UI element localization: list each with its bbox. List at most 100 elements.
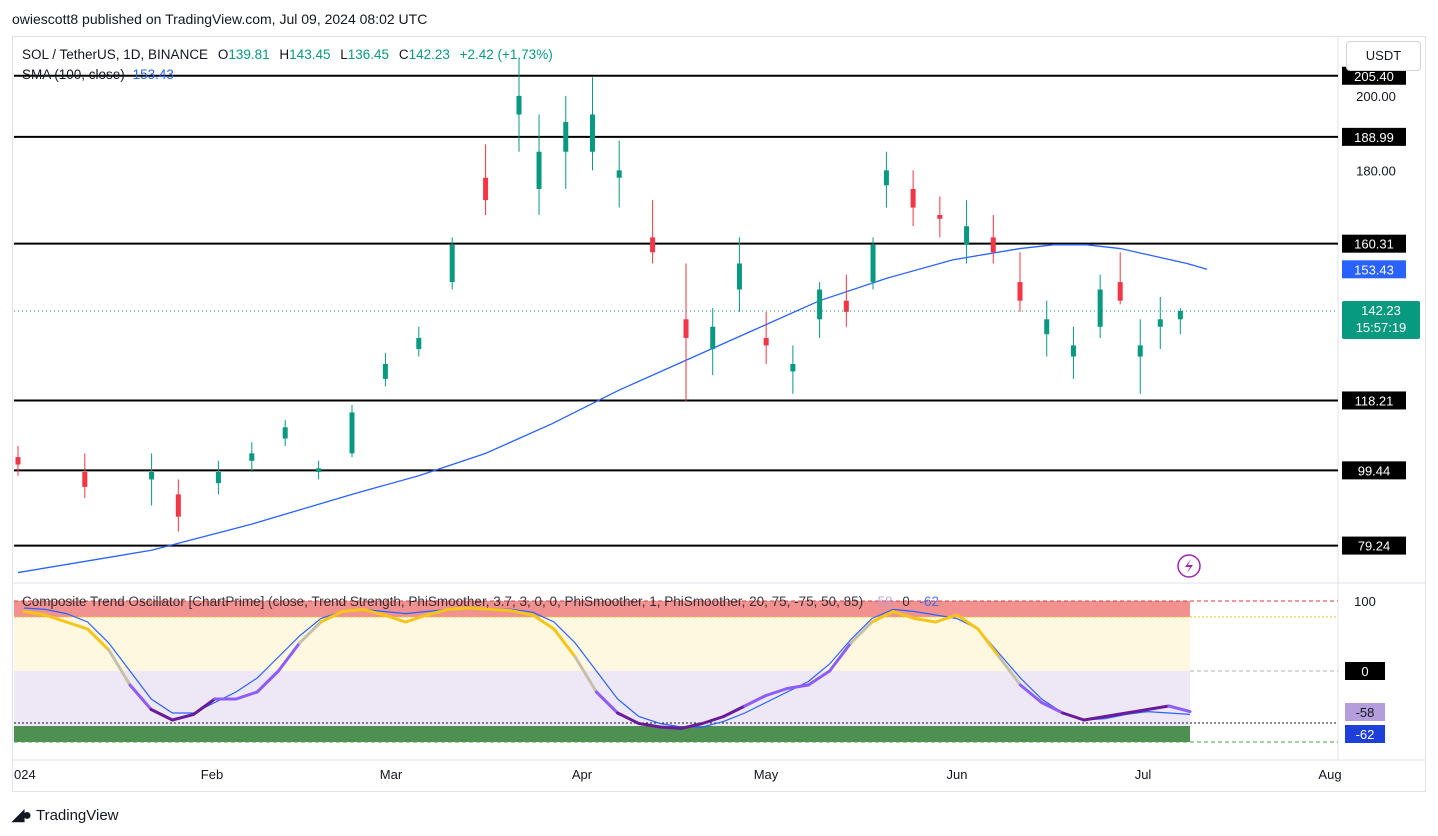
candle-body: [843, 300, 849, 312]
osc-fast-segment: [891, 610, 916, 620]
candle: [1017, 252, 1023, 312]
osc-fast-segment: [425, 607, 450, 617]
candle: [763, 311, 769, 364]
osc-fast-segment: [806, 669, 832, 687]
candle-body: [1177, 311, 1183, 320]
level-label-bg: [1342, 127, 1406, 146]
candle: [843, 274, 849, 327]
osc-fast-segment: [764, 687, 789, 697]
candle: [149, 453, 155, 506]
osc-fast-segment: [552, 627, 577, 659]
candle-body: [763, 337, 769, 346]
candle-body: [1117, 282, 1123, 301]
osc-fast-segment: [382, 613, 408, 624]
level-label: 99.44: [1342, 461, 1406, 480]
osc-fast-segment: [319, 610, 344, 624]
low-value: 136.45: [347, 47, 390, 62]
level-label: 188.99: [1342, 127, 1406, 146]
sma-label-text: 153.43: [1354, 262, 1394, 277]
osc-fast-segment: [404, 613, 429, 624]
last-price-bg: [1342, 301, 1420, 340]
osc-fast-segment: [531, 613, 556, 631]
open-label: O: [217, 47, 229, 62]
oscillator-value-1: -58: [872, 594, 893, 609]
candle: [1177, 308, 1183, 335]
candle: [316, 460, 322, 480]
osc-axis-fast-bg: [1345, 703, 1385, 721]
time-axis-label: Aug: [1318, 767, 1341, 782]
brand-label: TradingView: [35, 806, 119, 824]
osc-fast-segment: [1103, 711, 1128, 718]
candle: [964, 200, 970, 264]
osc-fast-segment: [128, 683, 153, 711]
osc-axis-100: 100: [1354, 594, 1376, 609]
level-label-bg: [1342, 536, 1406, 555]
currency-button[interactable]: USDT: [1346, 41, 1421, 71]
candle-body: [1137, 345, 1143, 357]
candle: [1157, 296, 1163, 350]
candle: [215, 460, 221, 495]
symbol-name[interactable]: SOL / TetherUS, 1D, BINANCE: [22, 47, 209, 62]
candle: [1097, 274, 1103, 338]
osc-fast-segment: [1082, 715, 1107, 722]
candle: [516, 58, 522, 152]
candle: [650, 200, 656, 264]
osc-fast-segment: [934, 613, 959, 624]
candle-body: [416, 337, 422, 350]
lightning-icon-bolt: [1185, 559, 1193, 573]
osc-fast-segment: [594, 690, 620, 715]
osc-fast-segment: [1167, 704, 1192, 714]
sma-value: 153.43: [132, 67, 174, 82]
candle-body: [282, 427, 288, 439]
osc-fast-segment: [700, 715, 726, 725]
chart-frame: [12, 36, 1426, 792]
last-price-countdown: 15:57:19: [1356, 320, 1407, 335]
lightning-icon-circle: [1177, 554, 1201, 578]
candle: [710, 308, 716, 376]
osc-fast-segment: [276, 641, 302, 673]
candle: [382, 352, 388, 387]
tradingview-icon: ◢●: [12, 807, 32, 824]
candle-body: [249, 453, 255, 461]
osc-fast-segment: [467, 606, 492, 611]
level-label-text: 99.44: [1358, 463, 1391, 478]
open-value: 139.81: [228, 47, 270, 62]
oscillator-value-3: -62: [919, 594, 940, 609]
candle: [1137, 319, 1143, 394]
oscillator-title[interactable]: Composite Trend Oscillator [ChartPrime] …: [22, 594, 939, 609]
osc-fast-segment: [86, 627, 111, 652]
level-label-text: 118.21: [1355, 393, 1394, 408]
candle-body: [536, 151, 542, 189]
candle-body: [683, 319, 689, 338]
osc-fast-segment: [446, 606, 471, 611]
osc-axis-slow-bg: [1345, 725, 1385, 743]
osc-fast-segment: [658, 725, 683, 730]
oscillator-value-2: 0: [902, 594, 910, 609]
candle: [82, 453, 88, 499]
osc-fast-segment: [912, 617, 938, 624]
candle-body: [964, 226, 970, 245]
candle: [1070, 326, 1076, 379]
level-label: 79.24: [1342, 536, 1406, 555]
candle-body: [616, 170, 622, 178]
candle-body: [316, 468, 322, 472]
level-label-text: 160.31: [1354, 237, 1394, 252]
osc-fast-segment: [637, 722, 662, 729]
candle-body: [937, 215, 943, 219]
tradingview-logo[interactable]: ◢● TradingView: [12, 805, 119, 825]
osc-fast-segment: [743, 694, 768, 708]
sma-label[interactable]: SMA (100, close): [22, 67, 125, 82]
candle: [175, 479, 181, 532]
level-label-bg: [1342, 234, 1406, 253]
osc-fast-segment: [785, 683, 810, 690]
candle-body: [710, 326, 716, 350]
osc-fast-segment: [679, 722, 704, 730]
price-tick-label: 200.00: [1356, 89, 1396, 104]
candle: [349, 404, 355, 458]
candle: [536, 114, 542, 216]
osc-fast-segment: [1040, 701, 1065, 715]
candle-body: [883, 170, 889, 186]
osc-fast-segment: [361, 607, 386, 617]
candle-body: [449, 244, 455, 283]
